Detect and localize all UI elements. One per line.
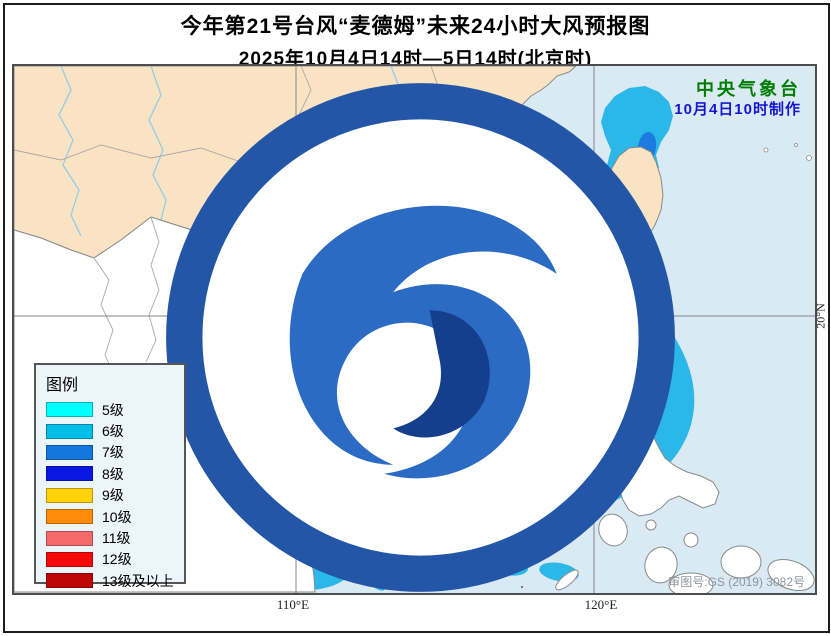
legend-label: 11级	[102, 530, 131, 547]
page-title: 今年第21号台风“麦德姆”未来24小时大风预报图 2025年10月4日14时—5…	[0, 10, 831, 71]
issue-time: 10月4日10时制作	[674, 100, 801, 118]
legend-item-11: 11级	[46, 527, 184, 548]
legend-label: 10级	[102, 508, 132, 525]
credit-block: 中央气象台 10月4日10时制作	[674, 78, 801, 119]
legend-swatch	[46, 551, 93, 567]
legend-swatch	[46, 509, 93, 525]
map-license-number: 审图号:GS (2019) 3082号	[668, 575, 805, 589]
legend-item-9: 9级	[46, 485, 184, 506]
forecast-map: 中央气象台 10月4日10时制作 审图号:GS (2019) 3082号 图例 …	[12, 64, 817, 595]
legend-label: 5级	[102, 401, 124, 418]
legend-label: 8级	[102, 465, 124, 482]
legend-title: 图例	[46, 377, 79, 394]
legend-swatch	[46, 487, 93, 503]
legend-swatch	[46, 423, 93, 439]
legend-label: 12级	[102, 551, 132, 568]
agency-name: 中央气象台	[696, 79, 801, 99]
lon-label-110e: 110°E	[276, 597, 310, 612]
legend-swatch	[46, 573, 93, 589]
legend-swatch	[46, 402, 93, 418]
legend-label: 6级	[102, 423, 124, 440]
lon-label-120e: 120°E	[584, 597, 618, 612]
legend-item-12: 12级	[46, 549, 184, 570]
legend-item-5: 5级	[46, 399, 184, 420]
legend-item-6: 6级	[46, 420, 184, 441]
legend-label: 7级	[102, 444, 124, 461]
lat-label-20n: 20°N	[813, 303, 828, 329]
legend-label: 9级	[102, 487, 124, 504]
legend-swatch	[46, 444, 93, 460]
legend-box: 图例 5级 6级 7级 8级 9级 10级	[34, 363, 186, 589]
title-line-1: 今年第21号台风“麦德姆”未来24小时大风预报图	[180, 15, 651, 38]
legend-swatch	[46, 530, 93, 546]
legend-item-8: 8级	[46, 463, 184, 484]
legend-swatch	[46, 466, 93, 482]
legend-item-13plus: 13级及以上	[46, 570, 184, 591]
legend-label: 13级及以上	[102, 572, 174, 589]
cma-logo-icon	[166, 83, 675, 592]
legend-item-10: 10级	[46, 506, 184, 527]
cma-logo	[20, 74, 675, 592]
legend-item-7: 7级	[46, 442, 184, 463]
